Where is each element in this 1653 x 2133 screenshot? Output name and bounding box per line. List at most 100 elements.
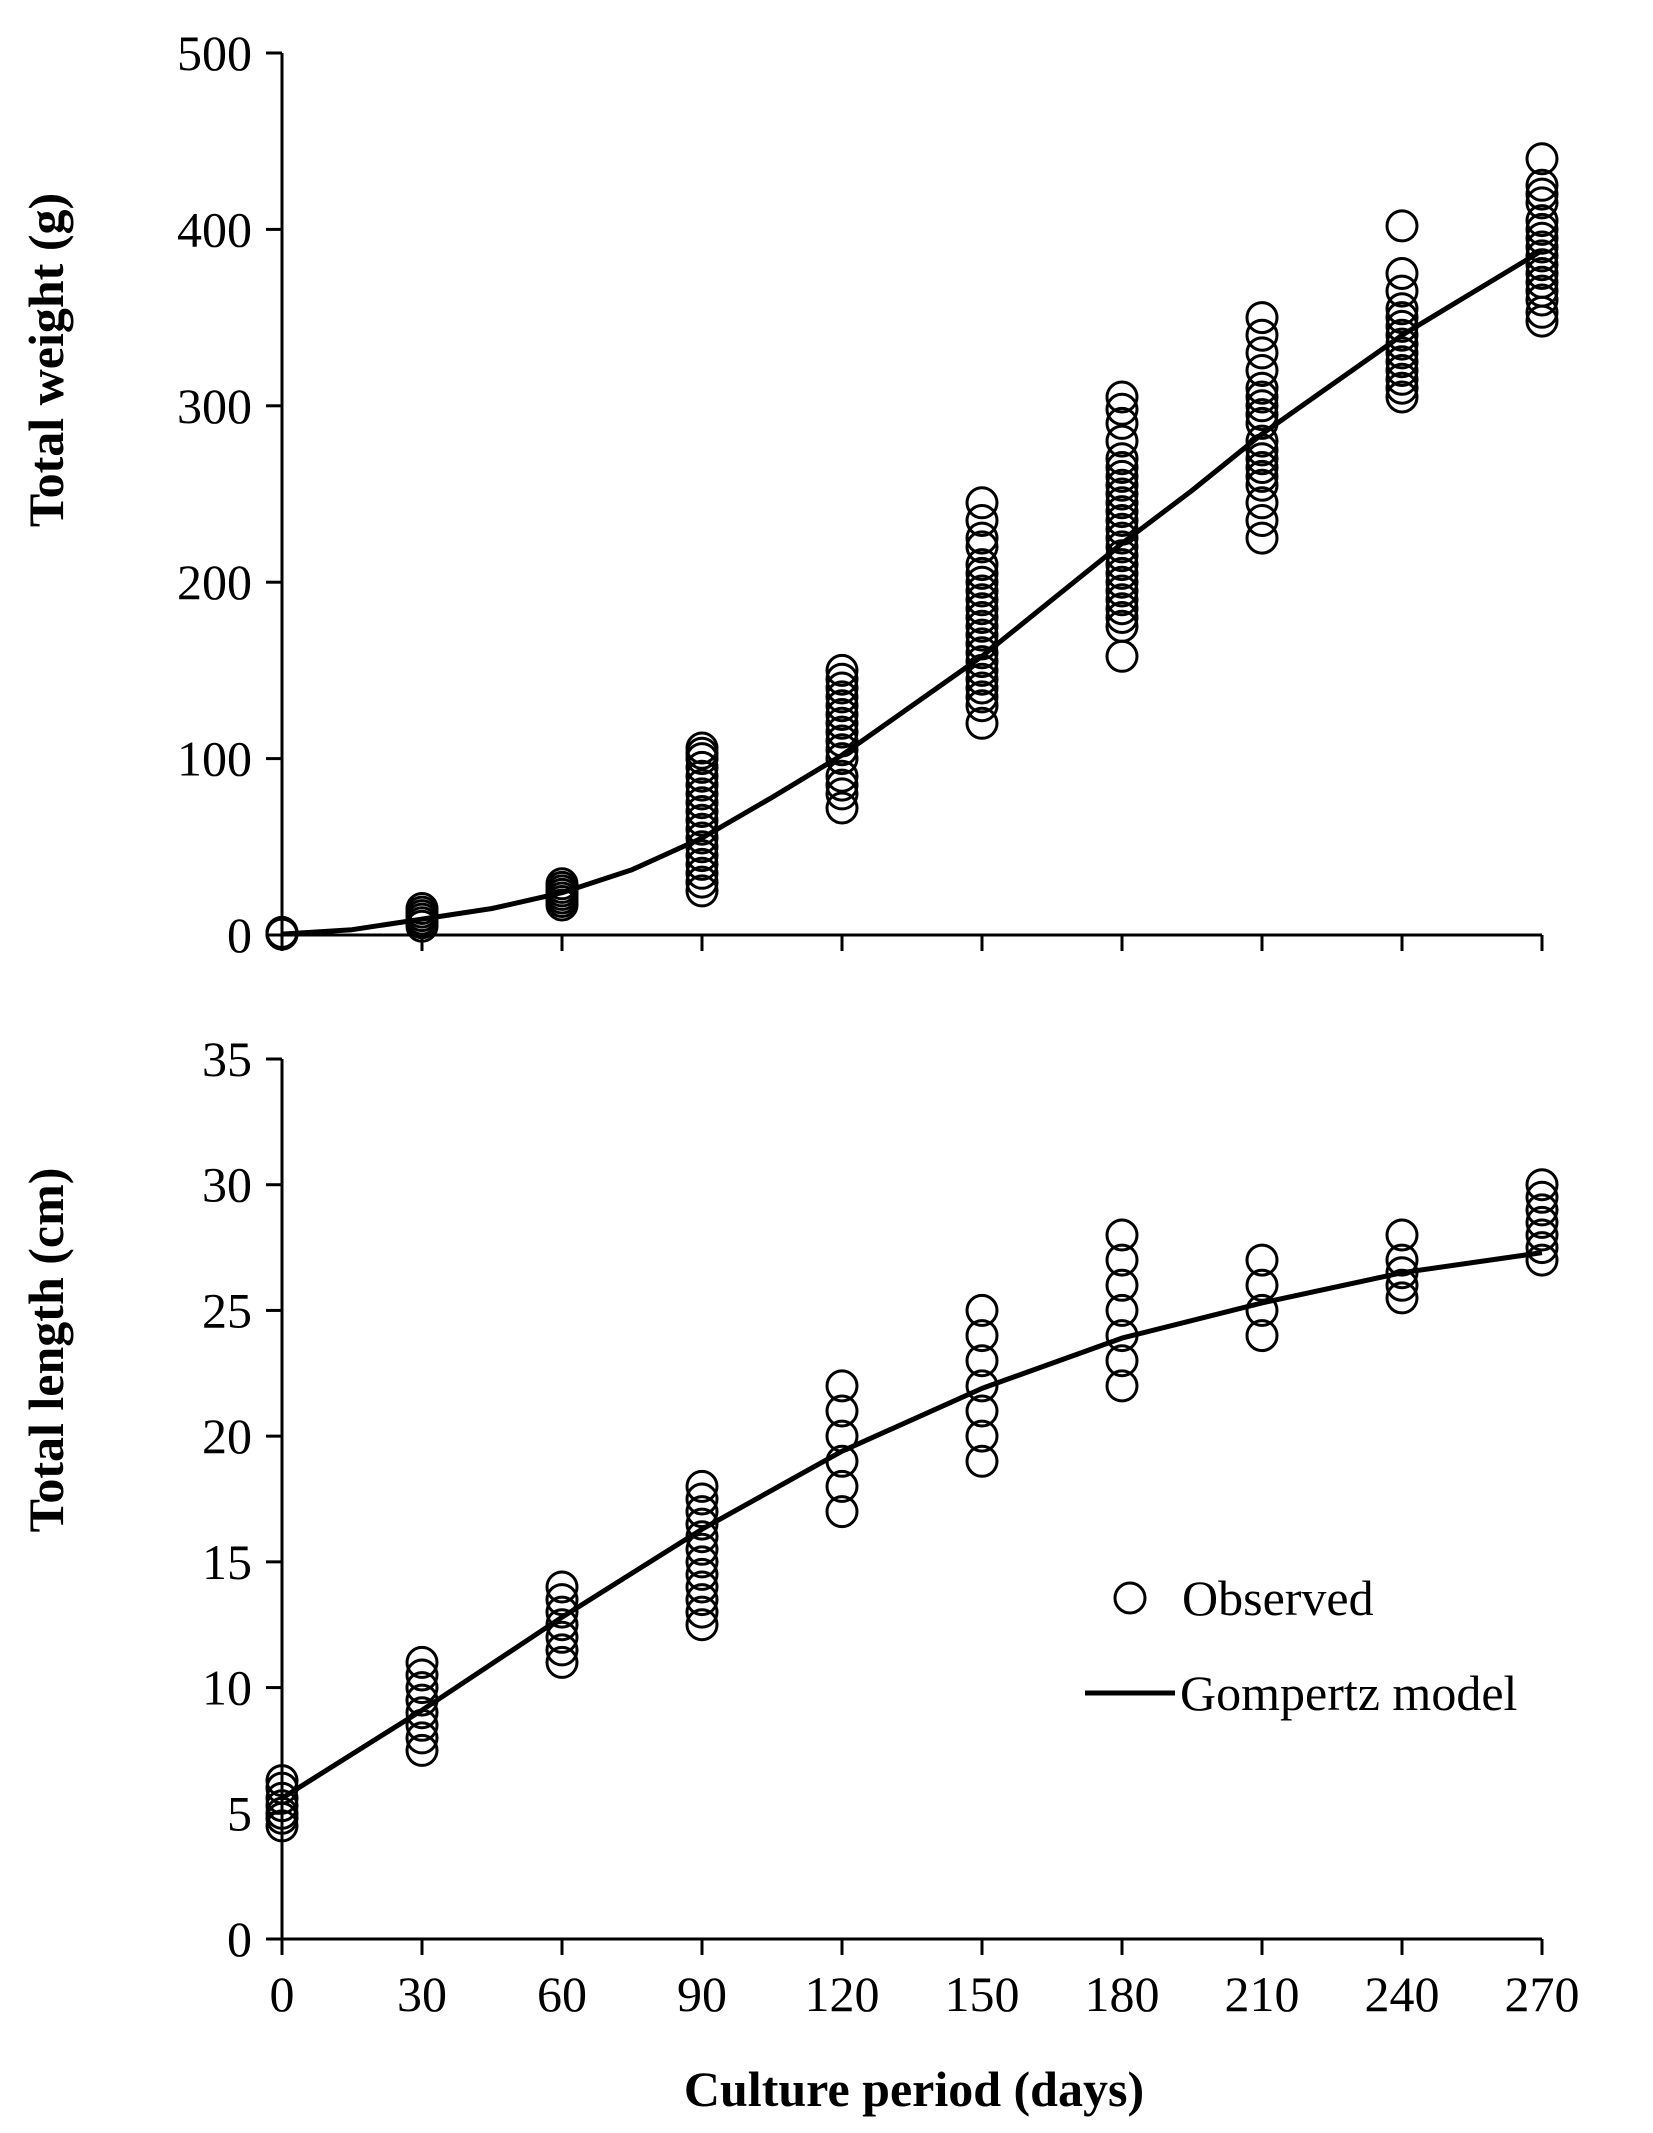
weight-observed-point — [685, 874, 719, 908]
weight-observed-point — [1385, 371, 1419, 405]
length-observed-point — [1385, 1268, 1419, 1302]
weight-observed-point — [825, 680, 859, 714]
weight-observed-point — [1105, 609, 1139, 643]
weight-observed-point — [1245, 442, 1279, 476]
weight-observed-point — [1105, 442, 1139, 476]
length-y-tick-label: 0 — [227, 1911, 252, 1967]
length-observed-point — [405, 1645, 439, 1679]
weight-observed-point — [965, 618, 999, 652]
length-gompertz-line — [280, 1250, 1543, 1801]
weight-observed-point — [1525, 283, 1559, 317]
weight-observed-point — [1385, 301, 1419, 335]
weight-observed-point — [1105, 477, 1139, 511]
length-observed-point — [1105, 1243, 1139, 1277]
length-observed-point — [405, 1708, 439, 1742]
weight-observed-point — [1105, 504, 1139, 537]
weight-observed-point — [685, 786, 719, 820]
length-observed-point — [265, 1809, 299, 1843]
length-observed-point — [1105, 1268, 1139, 1302]
length-observed-point — [405, 1683, 439, 1717]
weight-observed-point — [1105, 592, 1139, 626]
weight-observed-point — [1245, 336, 1279, 370]
weight-observed-points — [265, 142, 1559, 951]
length-observed-point — [685, 1608, 719, 1642]
weight-observed-point — [1105, 574, 1139, 608]
weight-observed-point — [1105, 530, 1139, 564]
length-observed-point — [1385, 1256, 1419, 1290]
length-observed-point — [965, 1319, 999, 1353]
length-observed-point — [405, 1696, 439, 1730]
weight-observed-point — [1105, 583, 1139, 617]
weight-observed-point — [1245, 486, 1279, 520]
length-observed-point — [265, 1764, 299, 1798]
weight-observed-point — [1245, 424, 1279, 458]
legend: Observed Gompertz model — [1085, 1570, 1517, 1721]
length-observed-point — [265, 1796, 299, 1830]
weight-observed-point — [1105, 601, 1139, 634]
weight-observed-point — [1105, 459, 1139, 493]
length-observed-point — [405, 1721, 439, 1755]
weight-observed-point — [1245, 504, 1279, 537]
length-observed-point — [1105, 1369, 1139, 1403]
weight-observed-point — [1245, 406, 1279, 440]
weight-observed-point — [1245, 354, 1279, 387]
length-observed-point — [685, 1495, 719, 1529]
weight-observed-point — [685, 847, 719, 881]
weight-observed-point — [965, 504, 999, 537]
weight-observed-point — [1525, 212, 1559, 246]
weight-observed-point — [1525, 257, 1559, 290]
weight-observed-point — [1245, 301, 1279, 335]
weight-observed-point — [1105, 521, 1139, 555]
legend-gompertz-label: Gompertz model — [1180, 1665, 1517, 1721]
length-observed-point — [265, 1781, 299, 1815]
weight-y-tick-label: 400 — [177, 201, 252, 257]
weight-observed-point — [1385, 336, 1419, 370]
length-y-tick-label: 20 — [202, 1408, 252, 1464]
weight-chart: 0 100 200 300 400 500 Total weight (g) — [18, 25, 1559, 963]
weight-observed-point — [1385, 209, 1419, 243]
length-y-tick-label: 25 — [202, 1282, 252, 1338]
weight-observed-point — [825, 733, 859, 767]
weight-observed-point — [965, 689, 999, 723]
weight-observed-point — [265, 915, 299, 949]
weight-observed-point — [545, 867, 579, 901]
length-y-axis-title: Total length (cm) — [18, 1168, 74, 1533]
length-observed-point — [405, 1658, 439, 1692]
weight-observed-point — [965, 548, 999, 582]
weight-observed-point — [1385, 274, 1419, 308]
weight-observed-point — [1385, 362, 1419, 396]
length-x-tick-label: 90 — [677, 1966, 727, 2022]
weight-observed-point — [1525, 168, 1559, 202]
length-observed-point — [1385, 1218, 1419, 1252]
length-observed-point — [965, 1444, 999, 1478]
length-observed-point — [545, 1633, 579, 1667]
weight-observed-point — [1245, 398, 1279, 432]
weight-observed-point — [825, 742, 859, 776]
length-y-tick-label: 35 — [202, 1031, 252, 1087]
weight-observed-point — [1245, 433, 1279, 467]
length-observed-point — [685, 1595, 719, 1629]
weight-observed-point — [1245, 389, 1279, 423]
weight-observed-point — [825, 759, 859, 793]
weight-observed-point — [1385, 345, 1419, 379]
legend-observed-marker — [1113, 1581, 1147, 1615]
weight-observed-point — [825, 698, 859, 731]
length-observed-point — [1385, 1281, 1419, 1315]
weight-observed-point — [965, 565, 999, 599]
weight-observed-point — [1245, 521, 1279, 555]
weight-observed-point — [1245, 380, 1279, 414]
length-observed-point — [1525, 1168, 1559, 1202]
length-observed-point — [1105, 1344, 1139, 1378]
length-observed-point — [1245, 1293, 1279, 1327]
length-observed-point — [965, 1369, 999, 1403]
length-observed-point — [1105, 1293, 1139, 1327]
weight-observed-point — [965, 636, 999, 670]
weight-observed-point — [1105, 565, 1139, 599]
weight-observed-point — [1245, 318, 1279, 352]
length-x-tick-label: 240 — [1365, 1966, 1440, 2022]
length-observed-point — [685, 1482, 719, 1516]
length-x-tick-label: 180 — [1085, 1966, 1160, 2022]
weight-observed-point — [1525, 142, 1559, 176]
length-observed-point — [825, 1444, 859, 1478]
